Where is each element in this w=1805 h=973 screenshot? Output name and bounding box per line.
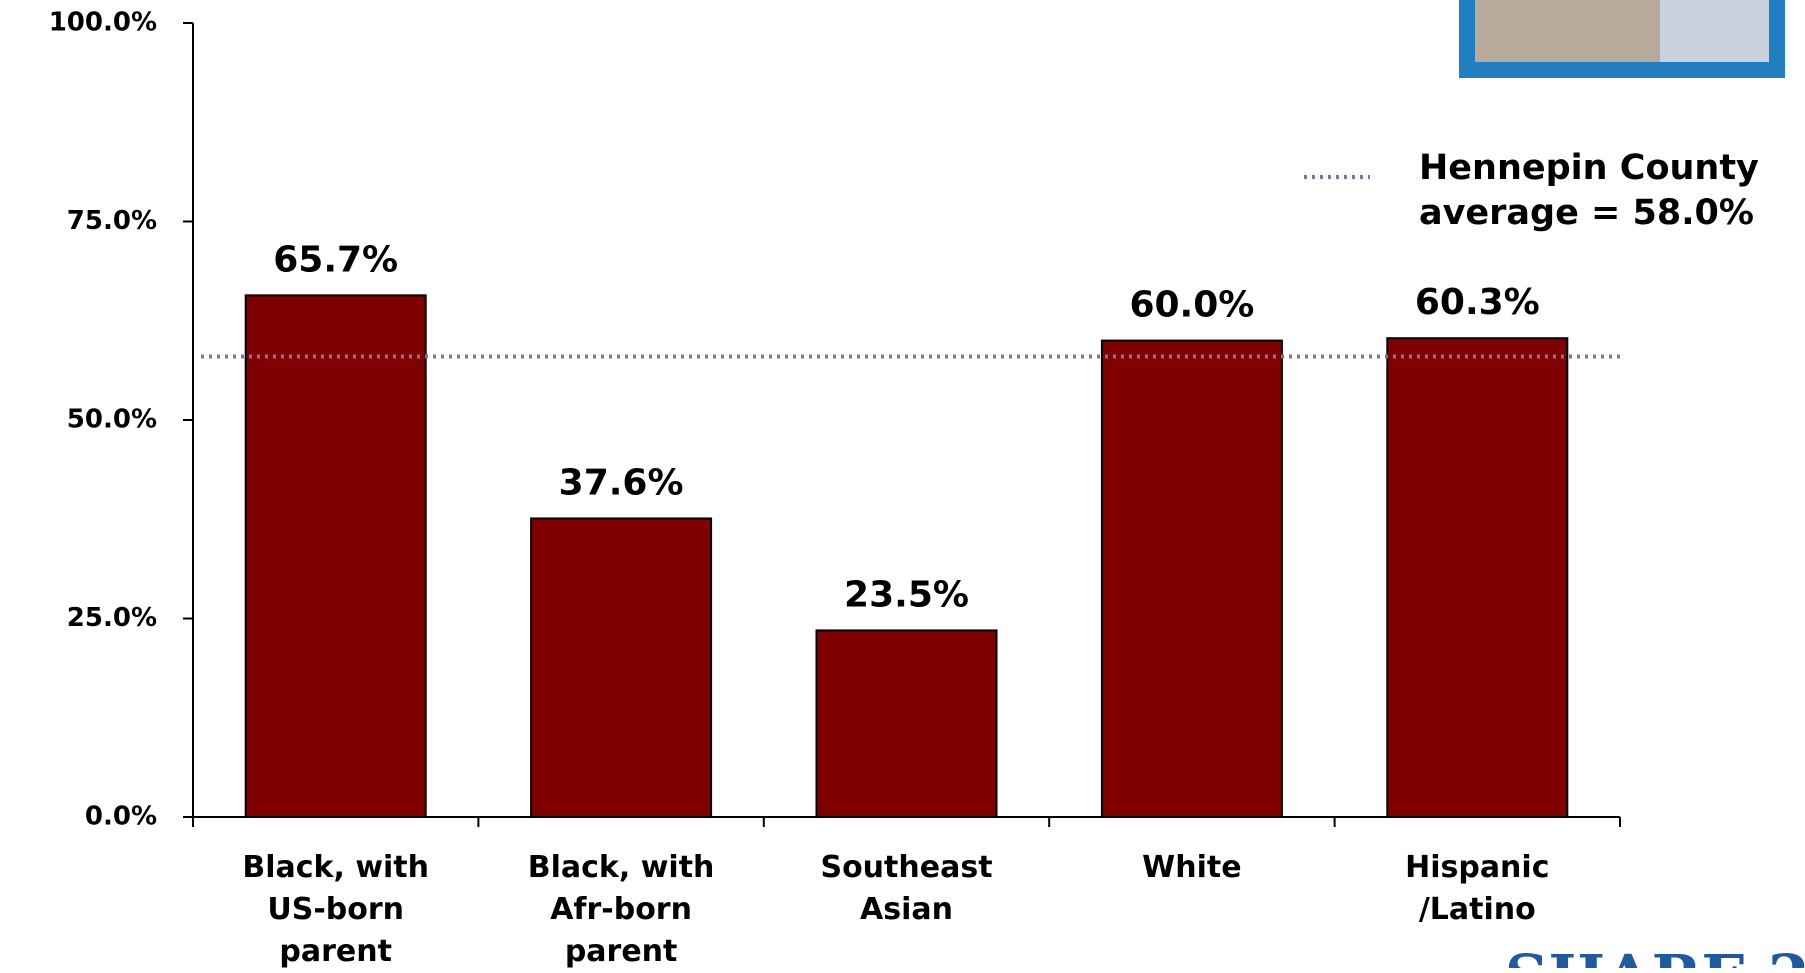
x-tick-label: Hispanic /Latino: [1405, 850, 1550, 927]
y-tick-label: 75.0%: [67, 206, 157, 236]
legend-label: Hennepin County average = 58.0%: [1419, 148, 1759, 233]
x-tick-label: Black, with Afr-born parent: [527, 850, 715, 969]
x-tick-label: White: [1142, 850, 1242, 885]
bar: [1386, 337, 1569, 818]
value-label: 23.5%: [844, 574, 969, 615]
bar: [815, 629, 998, 818]
logo: SHARE 2006: [1505, 943, 1805, 969]
x-tick-label: Southeast Asian: [820, 850, 993, 927]
value-label: 37.6%: [559, 462, 684, 503]
value-label: 60.3%: [1415, 282, 1540, 323]
value-label: 65.7%: [273, 239, 398, 280]
bar: [244, 294, 427, 819]
y-tick-label: 25.0%: [67, 603, 157, 633]
y-tick-label: 100.0%: [49, 8, 157, 38]
x-tick-label: Black, with US-born parent: [242, 850, 430, 969]
photo: [1660, 0, 1769, 62]
bar: [530, 517, 713, 818]
bar: [1100, 339, 1283, 818]
y-tick-label: 0.0%: [85, 802, 157, 832]
value-label: 60.0%: [1129, 285, 1254, 326]
y-tick-label: 50.0%: [67, 405, 157, 435]
